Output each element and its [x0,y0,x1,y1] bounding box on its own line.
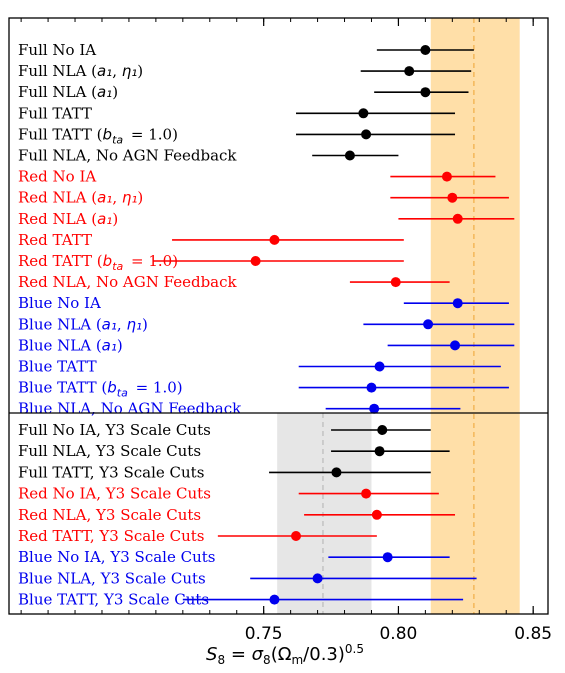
point-blue-tatt [374,361,385,372]
row-label-blue-nla-a: Blue NLA (a₁) [18,336,123,354]
point-full-nla-y3-scale-cuts [374,446,385,457]
row-label-blue-nla-y3-scale-cuts: Blue NLA, Y3 Scale Cuts [18,569,206,587]
point-blue-no-ia [452,298,463,309]
point-blue-nla-no-agn-feedback [369,403,380,414]
point-full-nla-a [404,66,415,77]
row-label-full-no-ia-y3-scale-cuts: Full No IA, Y3 Scale Cuts [18,421,211,439]
row-label-blue-nla-a: Blue NLA (a₁, η₁) [18,315,148,333]
row-label-blue-tatt: Blue TATT [18,358,97,376]
point-full-nla-a [420,87,431,98]
row-label-blue-tatt-y3-scale-cuts: Blue TATT, Y3 Scale Cuts [18,591,209,609]
tick-label: 0.85 [514,624,552,644]
x-axis: 0.75 0.80 0.85 [20,18,552,644]
point-red-no-ia [441,171,452,182]
point-red-nla-a [452,213,463,224]
point-blue-nla-a [450,340,461,351]
row-label-full-tatt-y3-scale-cuts: Full TATT, Y3 Scale Cuts [18,463,204,481]
row-label-full-tatt-b-ta-1-0: Full TATT (bta = 1.0) [18,125,178,146]
point-full-no-ia-y3-scale-cuts [377,425,388,435]
row-label-red-no-ia: Red No IA [18,168,96,186]
point-blue-tatt-y3-scale-cuts [269,594,280,605]
row-label-blue-no-ia-y3-scale-cuts: Blue No IA, Y3 Scale Cuts [18,548,215,566]
row-label-full-no-ia: Full No IA [18,41,96,59]
point-full-tatt [358,108,369,119]
point-red-nla-no-agn-feedback [390,277,401,288]
point-red-no-ia-y3-scale-cuts [361,488,372,499]
point-blue-nla-a [423,319,434,330]
row-label-red-nla-a: Red NLA (a₁, η₁) [18,189,143,207]
row-label-full-nla-a: Full NLA (a₁) [18,83,118,101]
row-label-blue-no-ia: Blue No IA [18,294,101,312]
row-label-blue-nla-no-agn-feedback: Blue NLA, No AGN Feedback [18,400,242,418]
row-label-full-nla-a: Full NLA (a₁, η₁) [18,62,143,80]
point-red-tatt-y3-scale-cuts [291,531,302,541]
point-full-tatt-b-ta-1-0 [361,129,372,140]
row-label-red-no-ia-y3-scale-cuts: Red No IA, Y3 Scale Cuts [18,485,211,503]
row-label-red-tatt-b-ta-1-0: Red TATT (bta = 1.0) [18,252,178,273]
row-label-full-nla-y3-scale-cuts: Full NLA, Y3 Scale Cuts [18,442,201,460]
row-label-red-tatt-y3-scale-cuts: Red TATT, Y3 Scale Cuts [18,527,205,545]
row-label-red-nla-no-agn-feedback: Red NLA, No AGN Feedback [18,273,238,291]
x-axis-label: S8 = σ8(Ωm/0.3)0.5 [206,642,364,667]
band-layer [277,18,520,614]
errorbar-layer [153,45,515,605]
row-label-red-tatt: Red TATT [18,231,92,249]
point-red-tatt [269,234,280,245]
plot-frame [8,17,549,615]
row-label-full-tatt: Full TATT [18,104,92,122]
tick-label: 0.75 [245,624,283,644]
row-label-red-nla-a: Red NLA (a₁) [18,210,118,228]
band-top_and_bottom-0 [430,18,520,614]
point-blue-no-ia-y3-scale-cuts [382,552,393,563]
point-blue-tatt-b-ta-1-0 [366,382,377,393]
point-red-nla-y3-scale-cuts [371,509,382,520]
point-full-nla-no-agn-feedback [344,150,355,161]
point-full-tatt-y3-scale-cuts [331,467,342,478]
point-red-tatt-b-ta-1-0 [250,256,261,266]
point-red-nla-a [447,192,458,203]
point-blue-nla-y3-scale-cuts [312,573,323,584]
row-label-blue-tatt-b-ta-1-0: Blue TATT (bta = 1.0) [18,379,183,400]
row-label-layer: Full No IA Full NLA (a₁, η₁) Full NLA (a₁)… [18,41,242,609]
band-bottom-1 [277,413,372,614]
point-full-no-ia [420,45,431,55]
tick-label: 0.80 [379,624,417,644]
row-label-full-nla-no-agn-feedback: Full NLA, No AGN Feedback [18,147,237,165]
row-label-red-nla-y3-scale-cuts: Red NLA, Y3 Scale Cuts [18,506,201,524]
